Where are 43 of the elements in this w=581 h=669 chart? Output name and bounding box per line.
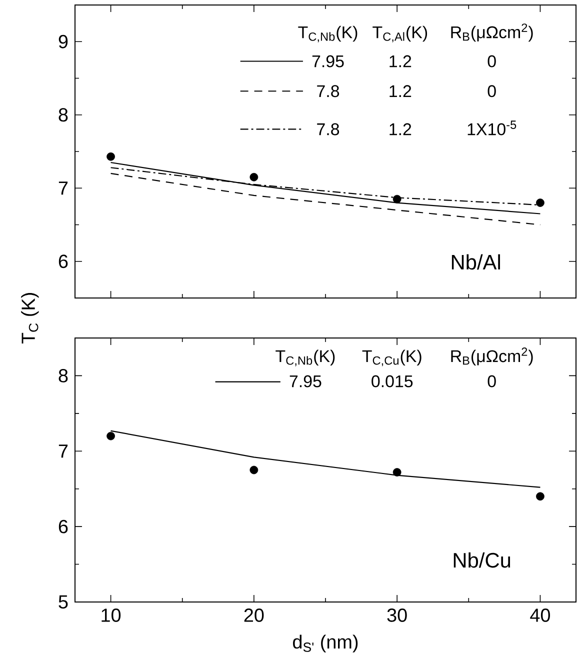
x-tick-label: 30 xyxy=(387,608,407,622)
x-axis-title: d$_{S'}$ (nm) xyxy=(293,634,358,652)
annotation: 0 xyxy=(488,55,496,68)
annotation: 0 xyxy=(488,85,496,98)
line-series xyxy=(110,172,541,226)
legend-label: 7.8 xyxy=(317,85,340,98)
y-axis-title: T$_{C}$ (K) xyxy=(21,293,39,344)
y-tick-label: 8 xyxy=(58,369,68,382)
x-tick-label: 20 xyxy=(244,608,264,622)
point xyxy=(106,432,115,440)
annotation: Nb/Al xyxy=(452,254,500,270)
x-tick-label: 40 xyxy=(530,608,550,622)
legend-label: 7.8 xyxy=(317,123,340,136)
y-tick-label: 7 xyxy=(58,444,68,458)
legend-label: 7.95 xyxy=(312,55,344,68)
point xyxy=(250,172,258,182)
annotation: T$_{C,Al}$(K) xyxy=(372,26,428,42)
y-tick-label: 5 xyxy=(58,595,68,609)
point xyxy=(106,152,115,161)
annotation: 1.2 xyxy=(390,123,412,136)
annotation: 1.2 xyxy=(390,55,412,68)
annotation: T$_{C,Nb}$(K) xyxy=(276,350,335,366)
y-tick-label: 8 xyxy=(58,108,68,122)
annotation: R$_{B}$(μΩcm$^{2}$) xyxy=(451,24,533,42)
point xyxy=(392,468,402,476)
y-tick-label: 6 xyxy=(58,254,68,268)
point xyxy=(392,194,402,204)
annotation: T$_{C,Cu}$(K) xyxy=(362,350,422,366)
annotation: R$_{B}$(μΩcm$^{2}$) xyxy=(451,347,533,366)
annotation: Nb/Cu xyxy=(454,552,510,568)
annotation: 0 xyxy=(488,375,496,388)
point xyxy=(536,492,544,501)
point xyxy=(536,198,544,207)
x-tick-label: 10 xyxy=(102,608,121,622)
annotation: 1X10$^{-5}$ xyxy=(468,120,516,136)
y-tick-label: 6 xyxy=(58,520,68,534)
y-tick-label: 9 xyxy=(58,34,68,48)
annotation: 0.015 xyxy=(372,375,413,388)
point xyxy=(250,466,258,474)
annotation: T$_{C,Nb}$(K) xyxy=(298,26,358,42)
y-tick-label: 7 xyxy=(58,182,68,195)
annotation: 1.2 xyxy=(390,85,412,97)
legend-label: 7.95 xyxy=(290,375,322,388)
